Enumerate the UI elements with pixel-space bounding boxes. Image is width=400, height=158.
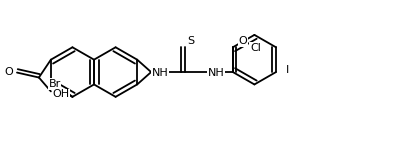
Text: S: S	[188, 36, 194, 46]
Text: Cl: Cl	[250, 43, 261, 53]
Text: NH: NH	[152, 68, 168, 78]
Text: O: O	[5, 67, 13, 77]
Text: I: I	[286, 65, 290, 75]
Text: NH: NH	[208, 68, 224, 78]
Text: Br: Br	[48, 79, 61, 89]
Text: O: O	[238, 36, 247, 46]
Text: OH: OH	[52, 89, 69, 99]
